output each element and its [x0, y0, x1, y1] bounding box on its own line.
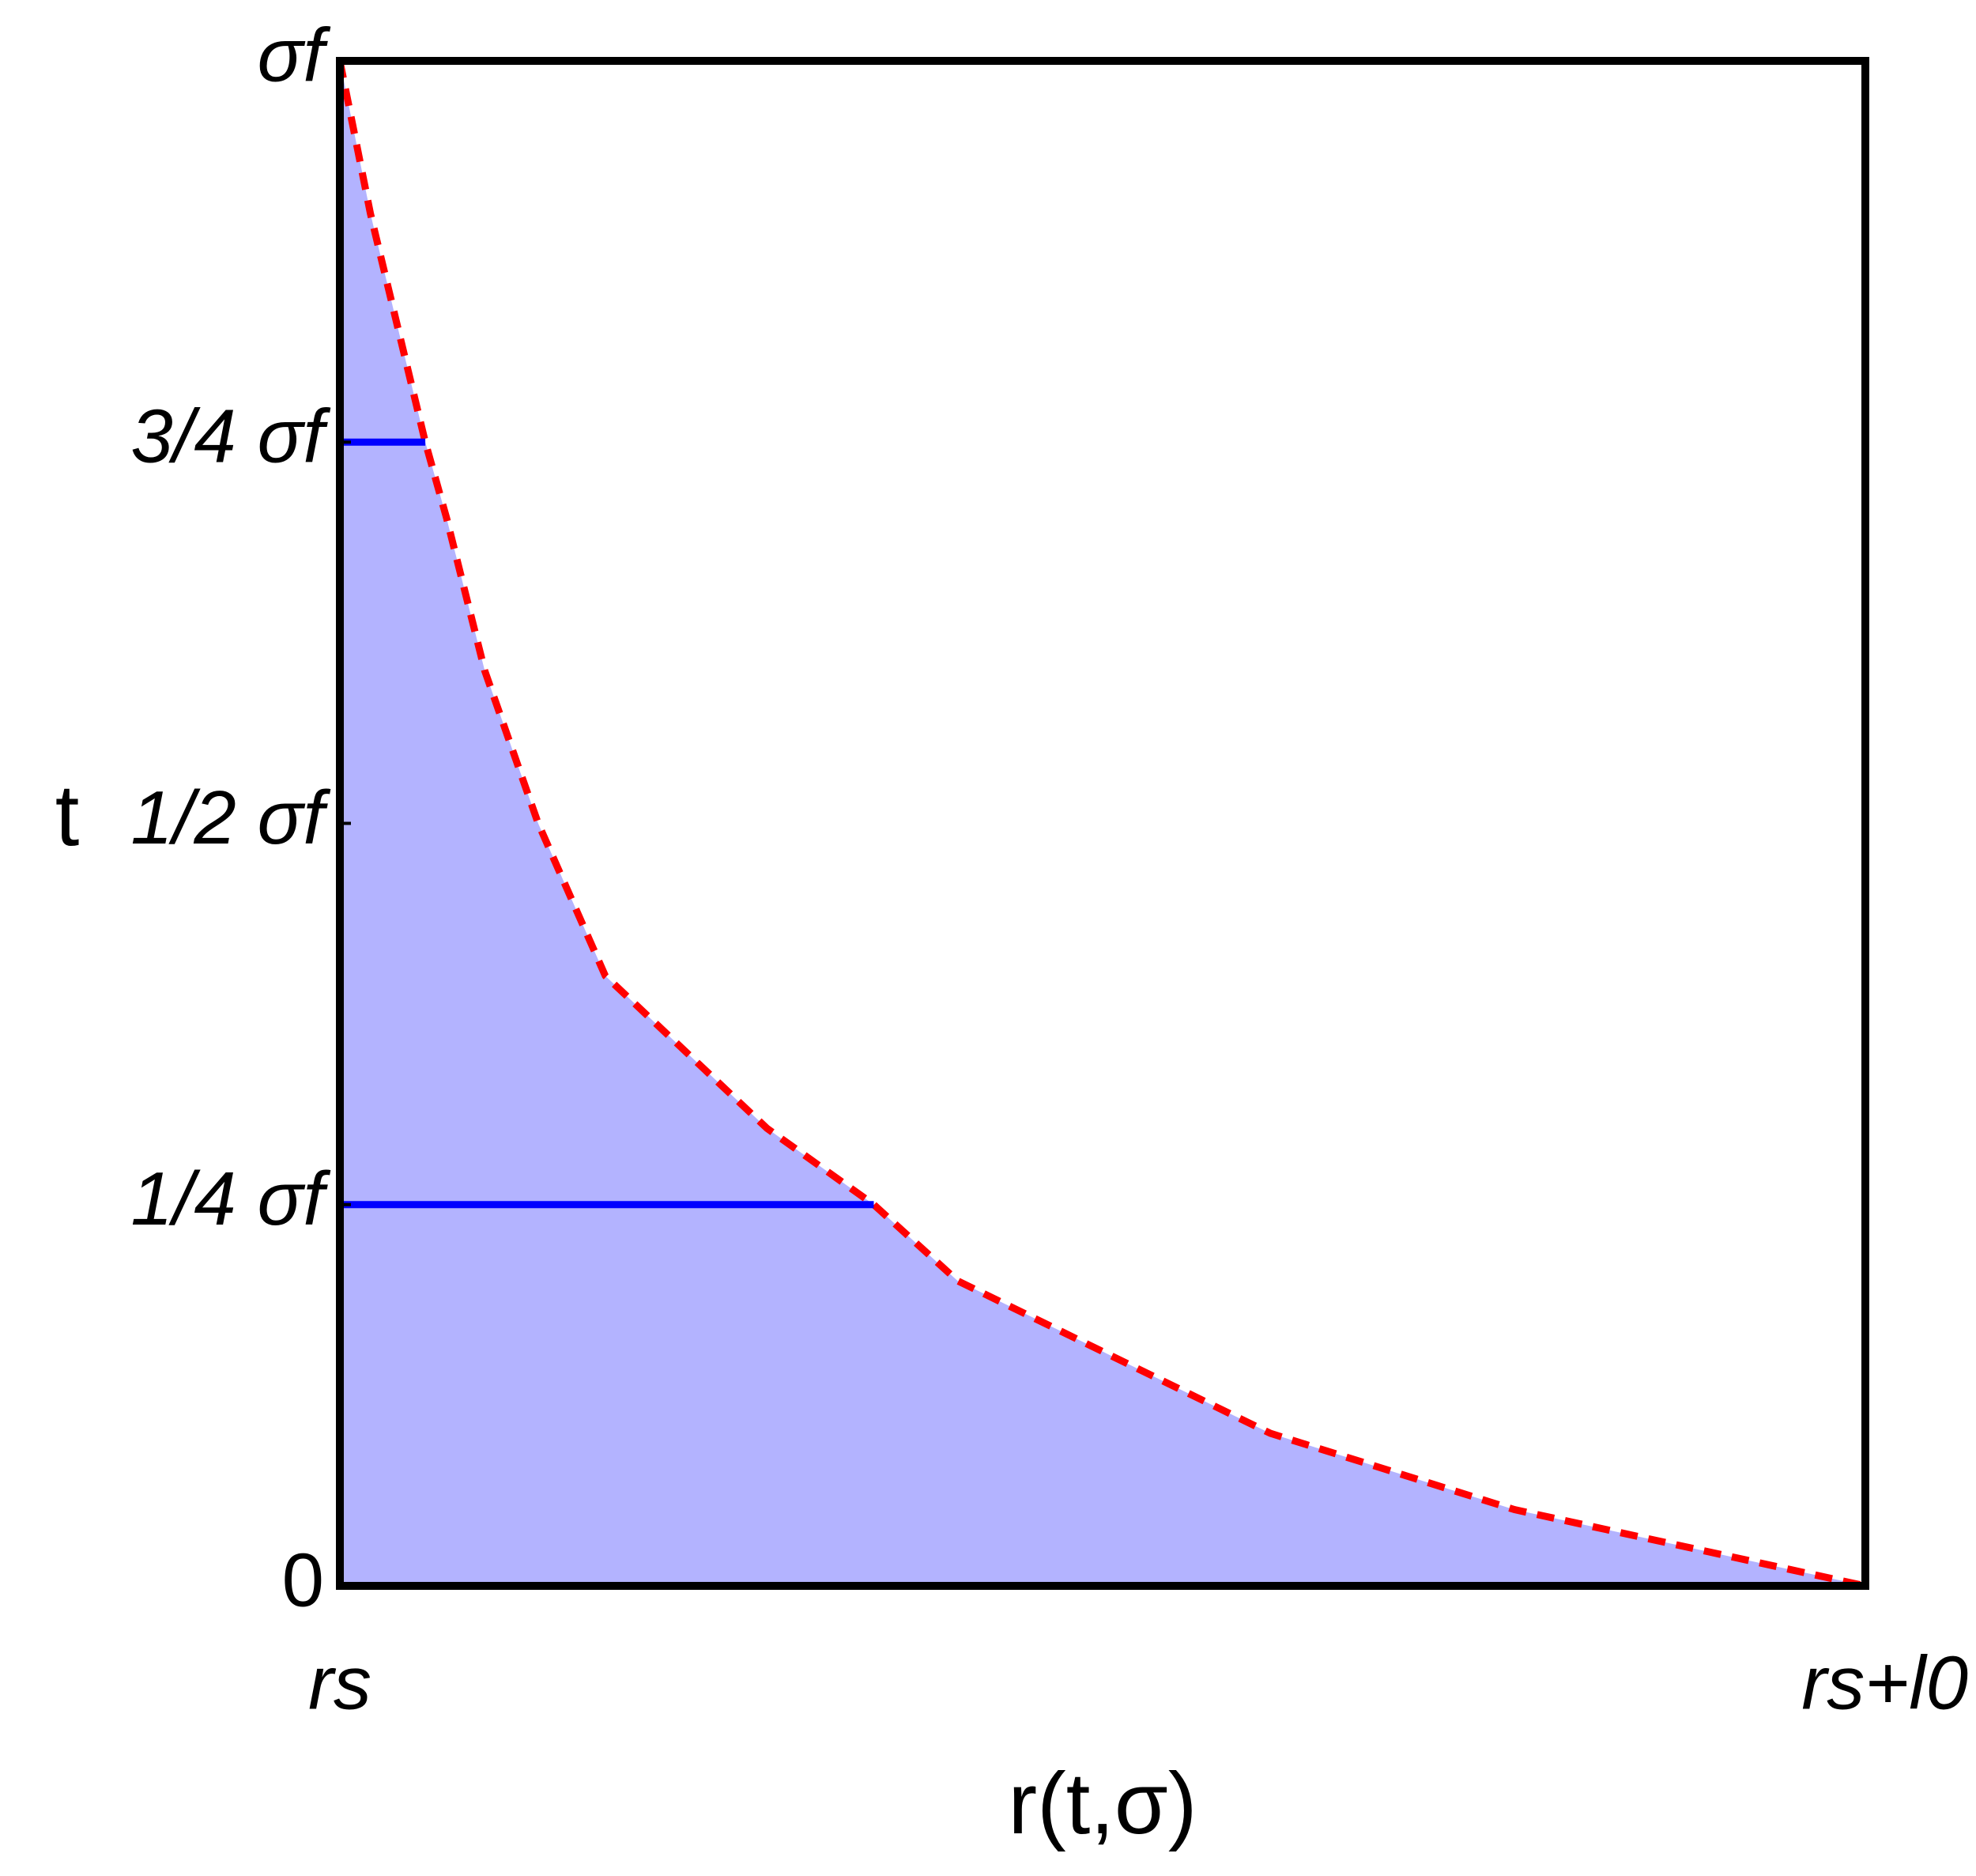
x-axis-label: r(t,σ) — [1009, 1755, 1197, 1852]
x-tick-label: rs — [308, 1640, 371, 1725]
y-tick-label: 1/4 σf — [130, 1157, 330, 1241]
y-tick-label: 0 — [282, 1538, 324, 1622]
y-tick-label: 1/2 σf — [130, 776, 330, 860]
y-tick-label: 3/4 σf — [130, 394, 330, 479]
area-fill — [340, 61, 1865, 1586]
curve — [336, 60, 1866, 1590]
y-axis-label: t — [55, 767, 80, 864]
y-tick-label: σf — [257, 13, 330, 97]
x-tick-label: rs+l0 — [1801, 1640, 1968, 1725]
